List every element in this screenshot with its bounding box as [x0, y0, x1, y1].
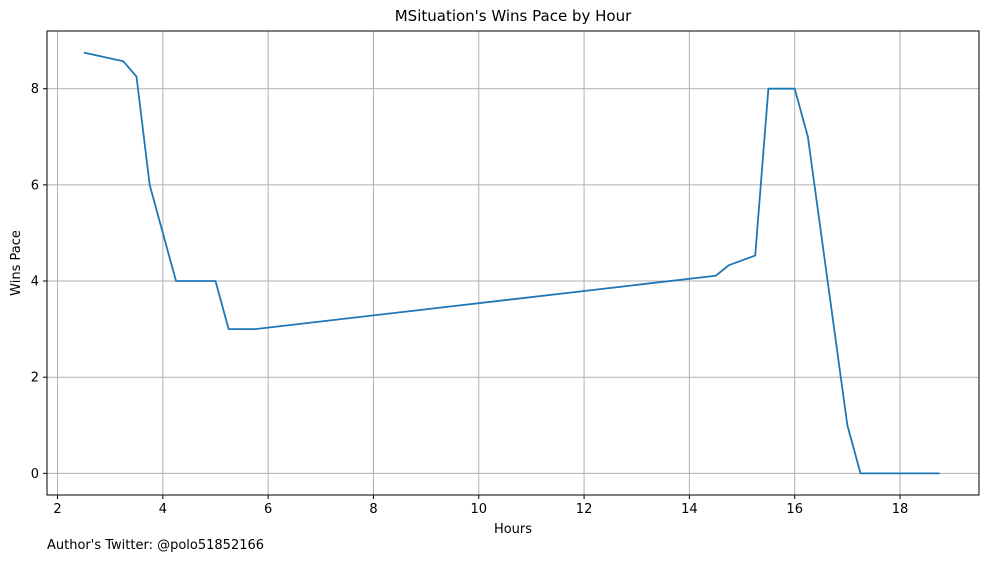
x-axis-ticks: 2 4 6 8 10 12 14 16 18 — [53, 495, 908, 517]
x-tick-label: 6 — [264, 502, 272, 517]
series-line-0 — [83, 51, 940, 475]
chart-title: MSituation's Wins Pace by Hour — [395, 7, 632, 25]
x-tick-label: 16 — [786, 502, 803, 517]
x-tick-label: 12 — [576, 502, 593, 517]
author-credit: Author's Twitter: @polo51852166 — [47, 538, 265, 553]
x-tick-label: 10 — [471, 502, 488, 517]
series-group — [83, 51, 940, 475]
y-tick-label: 6 — [31, 178, 39, 193]
plot-frame — [46, 30, 980, 496]
y-tick-label: 2 — [31, 371, 39, 386]
x-axis-label: Hours — [494, 522, 532, 537]
y-tick-label: 8 — [31, 82, 39, 97]
grid-lines — [47, 31, 979, 495]
y-axis-label: Wins Pace — [9, 230, 24, 296]
y-tick-label: 0 — [31, 467, 39, 482]
x-tick-label: 4 — [159, 502, 167, 517]
x-tick-label: 2 — [53, 502, 61, 517]
x-tick-label: 18 — [892, 502, 909, 517]
y-tick-label: 4 — [31, 275, 39, 290]
x-tick-label: 8 — [369, 502, 377, 517]
x-tick-label: 14 — [681, 502, 698, 517]
y-axis-ticks: 0 2 4 6 8 — [31, 82, 47, 482]
